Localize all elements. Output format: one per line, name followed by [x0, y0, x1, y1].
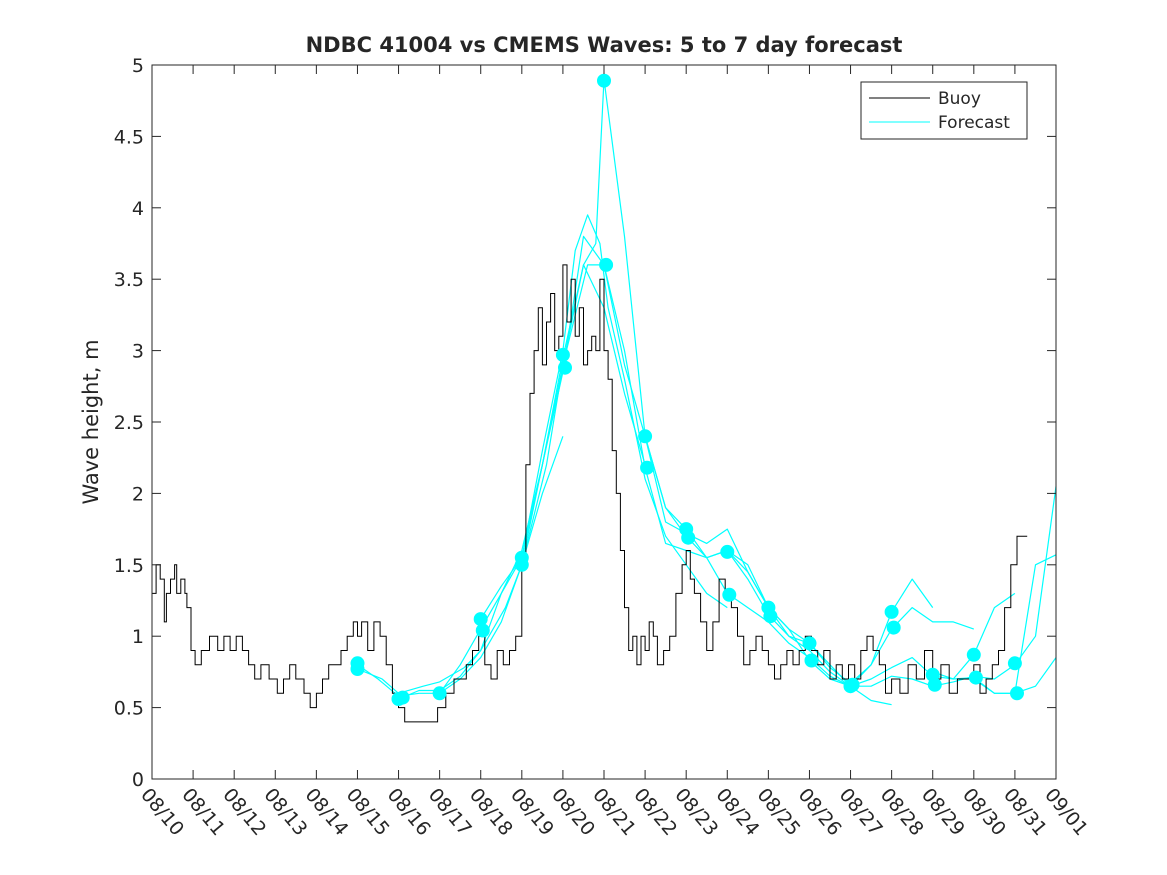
y-axis-label: Wave height, m [79, 339, 103, 504]
forecast-marker [597, 73, 611, 88]
forecast-marker [804, 653, 819, 668]
y-tick-label: 4 [132, 198, 144, 220]
forecast-marker [884, 604, 899, 619]
forecast-marker [599, 257, 614, 272]
forecast-marker [802, 636, 817, 651]
forecast-marker [558, 360, 572, 375]
forecast-marker [638, 429, 653, 444]
forecast-marker [927, 677, 942, 692]
forecast-marker [722, 587, 737, 602]
y-tick-label: 0 [132, 769, 144, 791]
forecast-marker [845, 677, 860, 692]
forecast-marker [1010, 686, 1024, 701]
y-tick-label: 4.5 [114, 126, 144, 148]
y-tick-label: 3.5 [114, 269, 144, 291]
forecast-marker [350, 662, 365, 676]
legend: Buoy Forecast [860, 81, 1028, 140]
chart-title: NDBC 41004 vs CMEMS Waves: 5 to 7 day fo… [306, 33, 903, 57]
forecast-line [850, 486, 1056, 687]
forecast-marker [432, 686, 447, 701]
forecast-marker-group [350, 73, 1024, 706]
forecast-marker [475, 623, 490, 638]
forecast-marker [1007, 656, 1022, 671]
forecast-marker [763, 609, 778, 624]
forecast-marker [514, 557, 529, 572]
forecast-line [685, 535, 892, 706]
y-tick-label: 5 [132, 55, 144, 77]
buoy-line [152, 264, 1028, 723]
forecast-line [480, 214, 728, 620]
y-tick-label: 2 [132, 483, 144, 505]
y-tick-label: 1.5 [114, 555, 144, 577]
y-tick-label: 1 [132, 626, 144, 648]
forecast-marker [681, 530, 696, 545]
forecast-marker [395, 690, 410, 705]
legend-box [860, 81, 1028, 140]
legend-forecast-label: Forecast [938, 113, 1010, 133]
forecast-marker [473, 612, 488, 627]
forecast-marker [640, 460, 655, 475]
y-axis: 0 0.5 1 1.5 2 2.5 3 3.5 4 4.5 5 [114, 55, 1056, 791]
buoy-series-group [152, 264, 1028, 723]
y-tick-label: 2.5 [114, 412, 144, 434]
forecast-marker [886, 620, 901, 635]
y-tick-label: 0.5 [114, 698, 144, 720]
y-tick-label: 3 [132, 341, 144, 363]
forecast-marker [968, 670, 983, 685]
forecast-marker [555, 347, 570, 362]
forecast-marker [720, 544, 735, 559]
forecast-marker [966, 647, 981, 662]
legend-buoy-label: Buoy [938, 89, 981, 109]
